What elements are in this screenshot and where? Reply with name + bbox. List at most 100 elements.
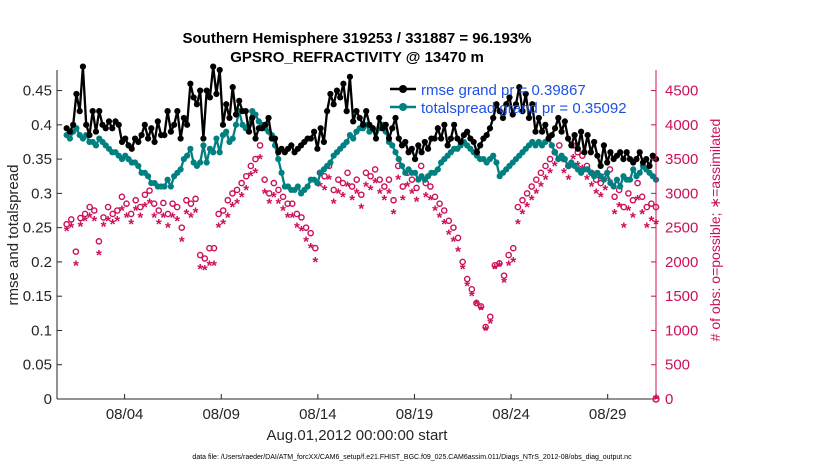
obs-assimilated-point: * [105, 213, 111, 230]
spread-point [304, 183, 311, 190]
obs-assimilated-point: * [644, 220, 650, 237]
obs-assimilated-point: * [280, 203, 286, 220]
rmse-point [210, 63, 217, 70]
obs-assimilated-point: * [354, 185, 360, 202]
left-y-axis-label: rmse and totalspread [5, 165, 22, 306]
obs-assimilated-point: * [584, 172, 590, 189]
obs-possible-point [293, 210, 301, 218]
obs-assimilated-point: * [566, 172, 572, 189]
rmse-point [623, 149, 630, 156]
spread-point [144, 173, 152, 180]
obs-possible-point [473, 299, 480, 307]
axes: 08/04 08/09 08/14 08/19 08/24 08/29 0 0.05 0.1 0.… [23, 70, 698, 423]
right-y-tick-label: 2500 [665, 220, 698, 237]
obs-possible-point [118, 193, 126, 201]
obs-assimilated-point: * [248, 168, 254, 185]
obs-possible-point [229, 190, 236, 197]
rmse-point [594, 152, 601, 159]
rmse-point [115, 121, 122, 128]
obs-possible-point [155, 207, 163, 214]
obs-assimilated-point: * [349, 192, 355, 209]
obs-assimilated-point: * [515, 216, 521, 233]
rmse-point [600, 142, 608, 149]
obs-assimilated-point: * [179, 233, 185, 250]
spread-point [232, 121, 240, 128]
legend-rmse-marker [399, 85, 407, 93]
spread-point [551, 149, 559, 156]
obs-possible-point [463, 275, 471, 283]
obs-assimilated-point: * [358, 200, 364, 217]
rmse-point [89, 108, 96, 115]
obs-possible-point [100, 214, 107, 221]
obs-possible-point [371, 166, 379, 173]
obs-possible-point [160, 199, 167, 207]
obs-possible-point [519, 196, 526, 204]
obs-possible-point [648, 200, 655, 207]
obs-assimilated-point: * [414, 194, 420, 211]
rmse-point [568, 142, 575, 149]
rmse-point [415, 142, 422, 149]
obs-assimilated-point: * [151, 209, 157, 226]
rmse-point [356, 114, 363, 122]
obs-assimilated-point: * [602, 182, 608, 199]
obs-assimilated-point: * [183, 206, 189, 223]
rmse-point [395, 135, 402, 142]
obs-possible-point [242, 172, 250, 180]
obs-possible-point [440, 207, 448, 214]
obs-assimilated-point: * [234, 196, 240, 213]
obs-possible-point [625, 190, 632, 197]
obs-possible-point [201, 255, 209, 262]
rmse-point [424, 145, 432, 152]
rmse-point [441, 121, 448, 128]
rmse-point [506, 94, 513, 101]
rmse-point [151, 138, 158, 146]
rmse-point [620, 156, 627, 163]
obs-assimilated-point: * [78, 218, 84, 235]
rmse-point [571, 132, 578, 139]
left-y-tick-label: 0.3 [31, 185, 52, 202]
rmse-point [144, 135, 152, 142]
obs-assimilated-point: * [64, 223, 70, 240]
obs-assimilated-point: * [616, 199, 622, 216]
obs-possible-point [302, 224, 310, 231]
obs-assimilated-point: * [455, 244, 461, 261]
rmse-point [464, 128, 471, 135]
spread-point [229, 135, 236, 142]
obs-assimilated-point: * [276, 196, 282, 213]
spread-point [630, 166, 637, 173]
obs-possible-point [114, 207, 121, 214]
obs-assimilated-point: * [285, 209, 291, 226]
obs-possible-point [298, 214, 305, 221]
rmse-point [578, 128, 585, 135]
rmse-point [532, 128, 539, 135]
rmse-point [180, 114, 187, 122]
rmse-point [271, 135, 279, 142]
rmse-point [307, 135, 314, 142]
rmse-point [385, 135, 393, 142]
left-y-tick-label: 0.4 [31, 117, 52, 134]
obs-possible-point [196, 251, 204, 259]
rmse-point [83, 121, 90, 128]
obs-assimilated-point: * [147, 196, 153, 213]
rmse-point [512, 101, 520, 108]
rmse-point [636, 149, 643, 156]
spread-point [203, 159, 210, 166]
obs-assimilated-point: * [464, 278, 470, 295]
spread-point [210, 149, 217, 156]
obs-possible-point [321, 172, 328, 180]
rmse-point [369, 125, 376, 132]
right-y-tick-label: 4500 [665, 83, 698, 100]
rmse-point [587, 149, 594, 156]
x-tick-label: 08/19 [396, 406, 434, 423]
rmse-point [493, 101, 500, 108]
rmse-point [457, 138, 464, 146]
rmse-point [311, 128, 318, 135]
rmse-point [86, 132, 93, 139]
obs-possible-point [339, 179, 347, 187]
obs-assimilated-point: * [322, 182, 328, 199]
obs-possible-point [427, 183, 434, 190]
obs-assimilated-point: * [501, 274, 507, 291]
obs-possible-point [500, 272, 508, 279]
right-y-tick-label: 4000 [665, 117, 698, 134]
